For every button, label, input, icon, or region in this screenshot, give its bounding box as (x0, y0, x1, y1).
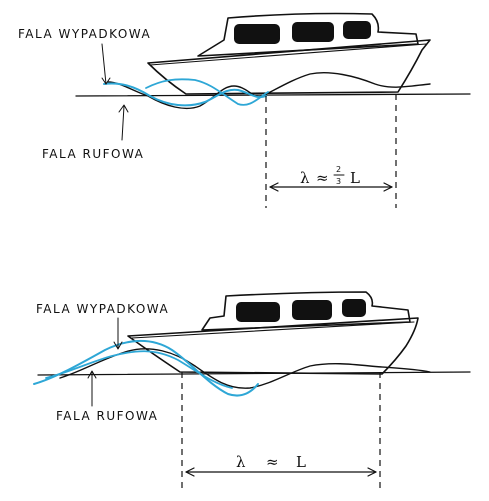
top-stern-wave (107, 72, 431, 110)
bottom-window-3 (342, 299, 366, 317)
bottom-label-resultant-wave: FALA WYPADKOWA (36, 302, 169, 316)
top-resultant-wave (103, 82, 267, 107)
top-frac-num: 2 (336, 165, 341, 174)
top-pointer-stern (121, 105, 125, 141)
bottom-panel: FALA WYPADKOWA FALA RUFOWA λ ≈ L (33, 291, 471, 492)
top-length-L: L (350, 169, 360, 187)
top-dim-arrowhead-left (269, 182, 279, 192)
top-pointer-stern-head (118, 104, 129, 113)
top-window-1 (234, 24, 280, 44)
top-window-3 (343, 21, 371, 39)
bottom-boat-hull (127, 317, 419, 375)
bottom-dim-arrowhead-right (367, 467, 377, 477)
bottom-label-stern-wave: FALA RUFOWA (56, 409, 158, 423)
bottom-window-2 (292, 300, 332, 320)
top-pointer-resultant (101, 43, 107, 85)
top-hull-sheer-line (149, 43, 427, 66)
top-window-2 (292, 22, 334, 42)
bottom-resultant-wave (33, 339, 259, 397)
top-frac-den: 3 (336, 177, 341, 186)
bottom-approx: ≈ (266, 453, 279, 471)
bottom-hull-sheer-line (131, 321, 415, 339)
bottom-window-1 (236, 302, 280, 322)
bottom-length-L: L (296, 453, 306, 471)
top-label-stern-wave: FALA RUFOWA (42, 147, 144, 161)
top-resultant-wave-2 (145, 78, 269, 106)
top-pointer-resultant-head (101, 77, 111, 85)
top-waterline (75, 93, 471, 97)
top-label-resultant-wave: FALA WYPADKOWA (18, 27, 151, 41)
top-boat-hull (147, 39, 431, 95)
top-panel: FALA WYPADKOWA FALA RUFOWA λ ≈ 2 3 L (18, 12, 471, 208)
top-dim-arrowhead-right (383, 182, 393, 192)
bottom-boat-cabin (201, 291, 411, 331)
bottom-pointer-resultant-head (113, 341, 123, 350)
top-lambda: λ (300, 169, 310, 187)
bottom-dim-arrowhead-left (185, 467, 195, 477)
bottom-resultant-wave-2 (45, 350, 233, 389)
bottom-stern-wave (59, 348, 431, 389)
bottom-lambda: λ (236, 453, 246, 471)
top-boat-cabin (197, 12, 419, 57)
top-approx: ≈ (316, 169, 329, 187)
bottom-pointer-stern-head (87, 370, 97, 379)
